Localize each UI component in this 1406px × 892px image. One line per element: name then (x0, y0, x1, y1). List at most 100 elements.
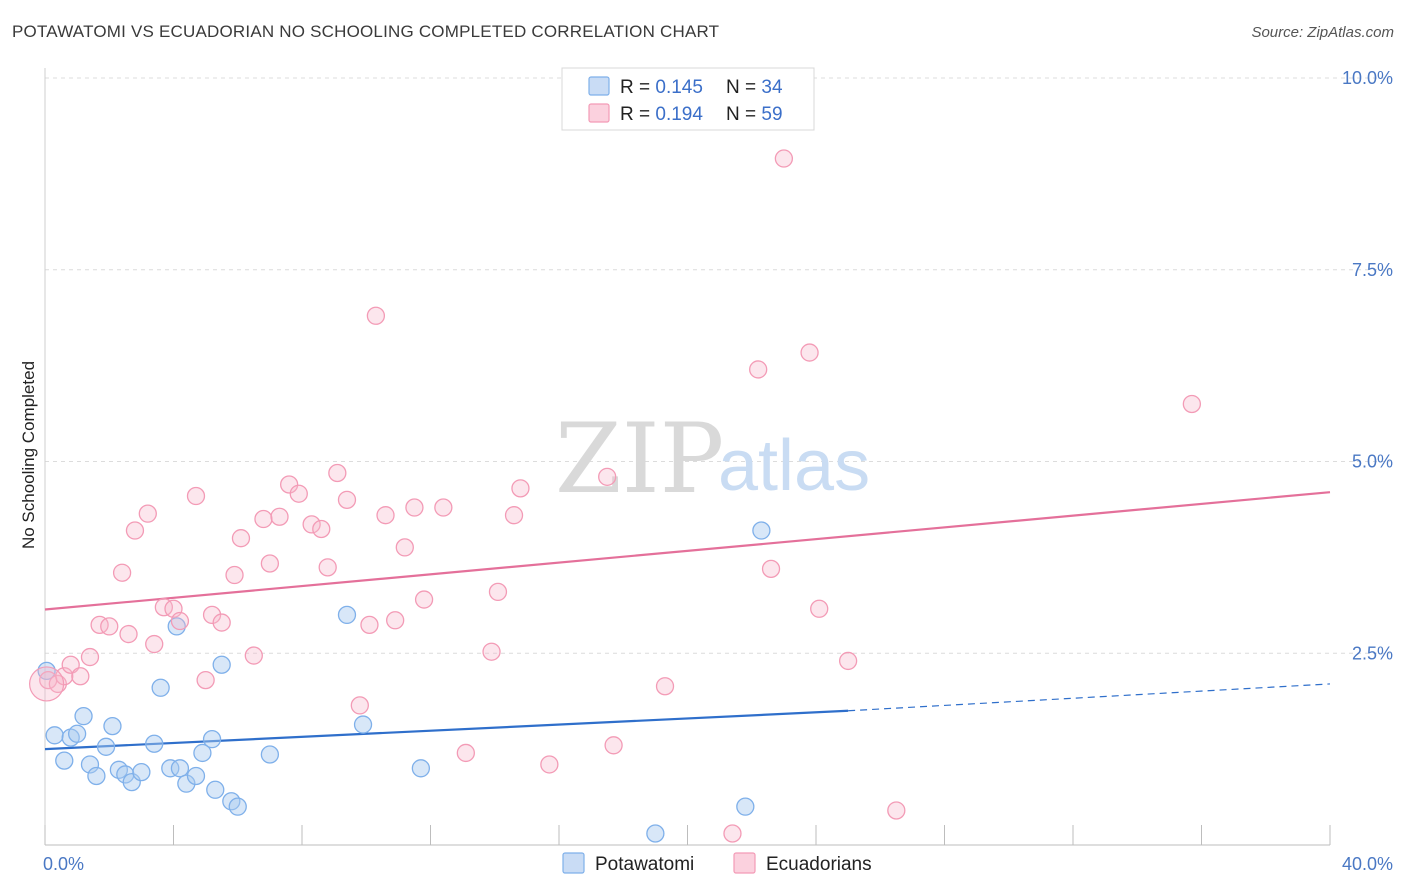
legend-n-value: 34 (761, 77, 783, 98)
data-point (177, 774, 196, 793)
data-point (260, 554, 280, 573)
data-point (67, 724, 87, 743)
data-point (170, 611, 190, 631)
data-point (434, 498, 453, 517)
legend-r-label: R = 0.145 (620, 77, 703, 98)
trend-line-dashed-0 (848, 683, 1331, 712)
data-point (151, 678, 170, 697)
data-point (749, 360, 768, 379)
data-point (254, 509, 273, 529)
data-point (723, 824, 742, 843)
data-point (167, 617, 186, 636)
data-point (761, 559, 781, 579)
data-point (395, 538, 414, 557)
data-point (337, 605, 357, 625)
legend-n-label: N = 59 (726, 104, 783, 125)
data-point (504, 506, 524, 525)
bottom-legend-swatch-ecuadorians (733, 852, 756, 874)
data-point (289, 484, 308, 503)
data-point (646, 824, 665, 843)
data-point (87, 766, 106, 786)
data-point (655, 677, 675, 696)
data-point (228, 797, 247, 816)
data-point (752, 521, 771, 540)
y-tick-label: 5.0% (1352, 452, 1393, 472)
data-point (212, 655, 231, 674)
watermark-zip: ZIP (555, 403, 724, 515)
source-label: Source: ZipAtlas.com (1251, 24, 1394, 41)
bottom-legend-swatch-potawatomi (562, 852, 585, 874)
data-point (350, 696, 369, 715)
data-point (202, 605, 222, 625)
trend-line-1 (44, 491, 1331, 611)
data-point (366, 306, 386, 325)
legend-swatch-potawatomi (588, 76, 610, 96)
data-point (55, 751, 74, 770)
legend-r-label: R = 0.194 (620, 104, 703, 125)
data-point (810, 599, 829, 618)
data-point (37, 661, 56, 681)
watermark-atlas: atlas (718, 426, 870, 506)
data-point (71, 667, 90, 686)
data-point (302, 515, 321, 534)
data-point (604, 736, 623, 755)
data-point (312, 519, 331, 539)
data-point (45, 726, 64, 745)
bottom-legend: Potawatomi Ecuadorians (562, 852, 872, 875)
data-point (456, 743, 475, 763)
y-tick-label: 7.5% (1352, 260, 1393, 280)
data-point (405, 498, 424, 517)
data-point (279, 475, 299, 494)
data-point (376, 506, 395, 525)
data-point (260, 745, 280, 764)
data-point (119, 624, 138, 644)
data-point (125, 521, 145, 540)
data-points (29, 149, 1202, 843)
y-tick-labels: 2.5% 5.0% 7.5% 10.0% (1342, 68, 1393, 663)
data-point (170, 759, 190, 778)
data-point (231, 529, 251, 548)
data-point (212, 613, 231, 632)
data-point (800, 343, 819, 362)
data-point (482, 642, 501, 661)
legend-swatch-ecuadorians (588, 103, 610, 123)
data-point (488, 582, 508, 602)
data-point (318, 558, 337, 577)
bottom-legend-label-potawatomi: Potawatomi (595, 854, 694, 875)
trend-lines (44, 491, 1331, 751)
data-point (96, 737, 116, 756)
data-point (414, 590, 434, 609)
data-point (132, 762, 151, 782)
data-point (270, 507, 289, 526)
data-point (55, 667, 74, 686)
data-point (598, 467, 617, 486)
data-point (244, 646, 263, 665)
y-tick-label: 2.5% (1352, 643, 1393, 663)
data-point (511, 479, 530, 498)
data-point (103, 716, 122, 736)
data-point (161, 759, 180, 778)
data-point (138, 504, 157, 523)
chart-title: POTAWATOMI VS ECUADORIAN NO SCHOOLING CO… (12, 22, 720, 41)
data-point (29, 666, 65, 702)
grid-lines (45, 77, 1390, 654)
data-point (186, 486, 206, 506)
legend-n-label: N = 34 (726, 77, 783, 98)
data-point (337, 490, 357, 510)
data-point (100, 617, 119, 636)
top-legend: R = 0.145 N = 34 R = 0.194 N = 59 (561, 67, 815, 131)
data-point (80, 755, 100, 774)
legend-r-value: 0.194 (655, 104, 703, 125)
legend-n-value: 59 (761, 104, 782, 125)
trend-line-0 (44, 709, 849, 751)
data-point (206, 780, 225, 799)
watermark: ZIP atlas (555, 403, 870, 515)
data-point (838, 651, 858, 671)
data-point (193, 743, 212, 763)
data-point (225, 565, 244, 585)
data-point (186, 766, 206, 786)
data-point (328, 463, 347, 483)
data-point (353, 715, 373, 734)
data-point (145, 734, 164, 753)
